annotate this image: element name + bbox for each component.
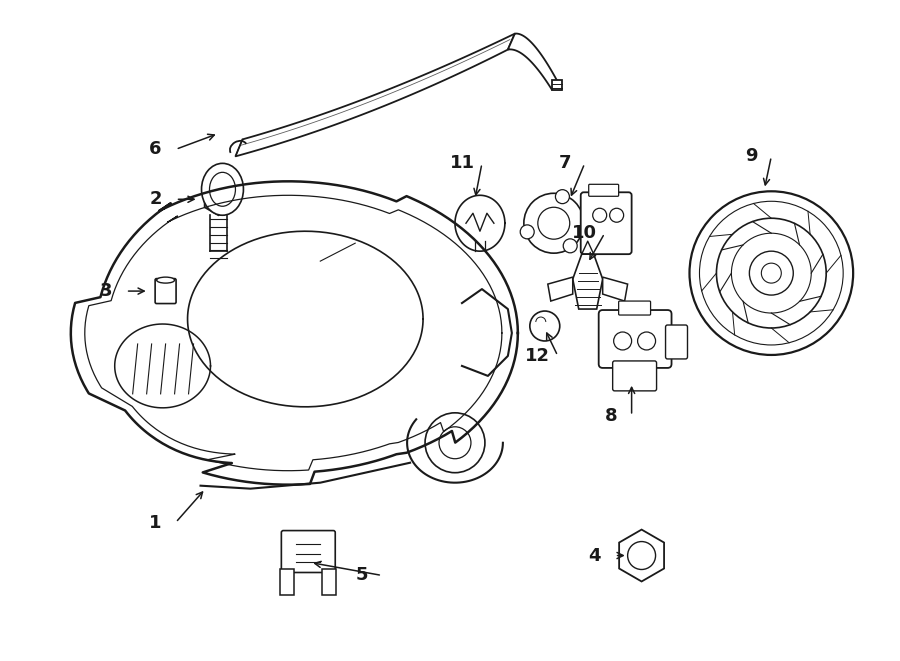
Text: 3: 3 [100, 282, 112, 300]
FancyBboxPatch shape [613, 361, 657, 391]
Circle shape [593, 208, 607, 222]
Circle shape [614, 332, 632, 350]
Text: 5: 5 [356, 566, 368, 584]
Polygon shape [619, 529, 664, 582]
Circle shape [425, 413, 485, 473]
Text: 6: 6 [149, 140, 162, 159]
Text: 1: 1 [149, 514, 162, 531]
Circle shape [750, 251, 793, 295]
Text: 12: 12 [526, 347, 550, 365]
Bar [281, 570, 294, 596]
Circle shape [538, 208, 570, 239]
FancyBboxPatch shape [665, 325, 688, 359]
Ellipse shape [157, 277, 175, 283]
Polygon shape [552, 79, 562, 89]
Text: 11: 11 [449, 155, 474, 173]
Circle shape [439, 427, 471, 459]
FancyBboxPatch shape [589, 184, 618, 196]
Text: 8: 8 [606, 407, 618, 425]
Circle shape [716, 218, 826, 328]
Circle shape [689, 191, 853, 355]
Circle shape [637, 332, 655, 350]
Polygon shape [204, 183, 232, 215]
Circle shape [609, 208, 624, 222]
Circle shape [761, 263, 781, 283]
Text: 10: 10 [572, 224, 598, 242]
Text: 2: 2 [149, 190, 162, 208]
FancyBboxPatch shape [282, 531, 335, 572]
Polygon shape [236, 34, 515, 157]
Circle shape [732, 233, 811, 313]
Polygon shape [548, 277, 572, 301]
Text: 7: 7 [559, 155, 571, 173]
FancyBboxPatch shape [598, 310, 671, 368]
Polygon shape [603, 277, 627, 301]
FancyBboxPatch shape [618, 301, 651, 315]
Bar [322, 570, 337, 596]
Polygon shape [572, 254, 603, 309]
Circle shape [563, 239, 577, 253]
Ellipse shape [210, 173, 236, 206]
Circle shape [524, 193, 584, 253]
Circle shape [627, 541, 655, 570]
Ellipse shape [202, 163, 243, 215]
Text: 4: 4 [589, 547, 601, 564]
Circle shape [530, 311, 560, 341]
Polygon shape [508, 34, 562, 89]
FancyBboxPatch shape [580, 192, 632, 254]
FancyBboxPatch shape [155, 278, 176, 303]
Circle shape [520, 225, 535, 239]
Circle shape [699, 201, 843, 345]
Circle shape [555, 190, 570, 204]
Text: 9: 9 [745, 147, 758, 165]
